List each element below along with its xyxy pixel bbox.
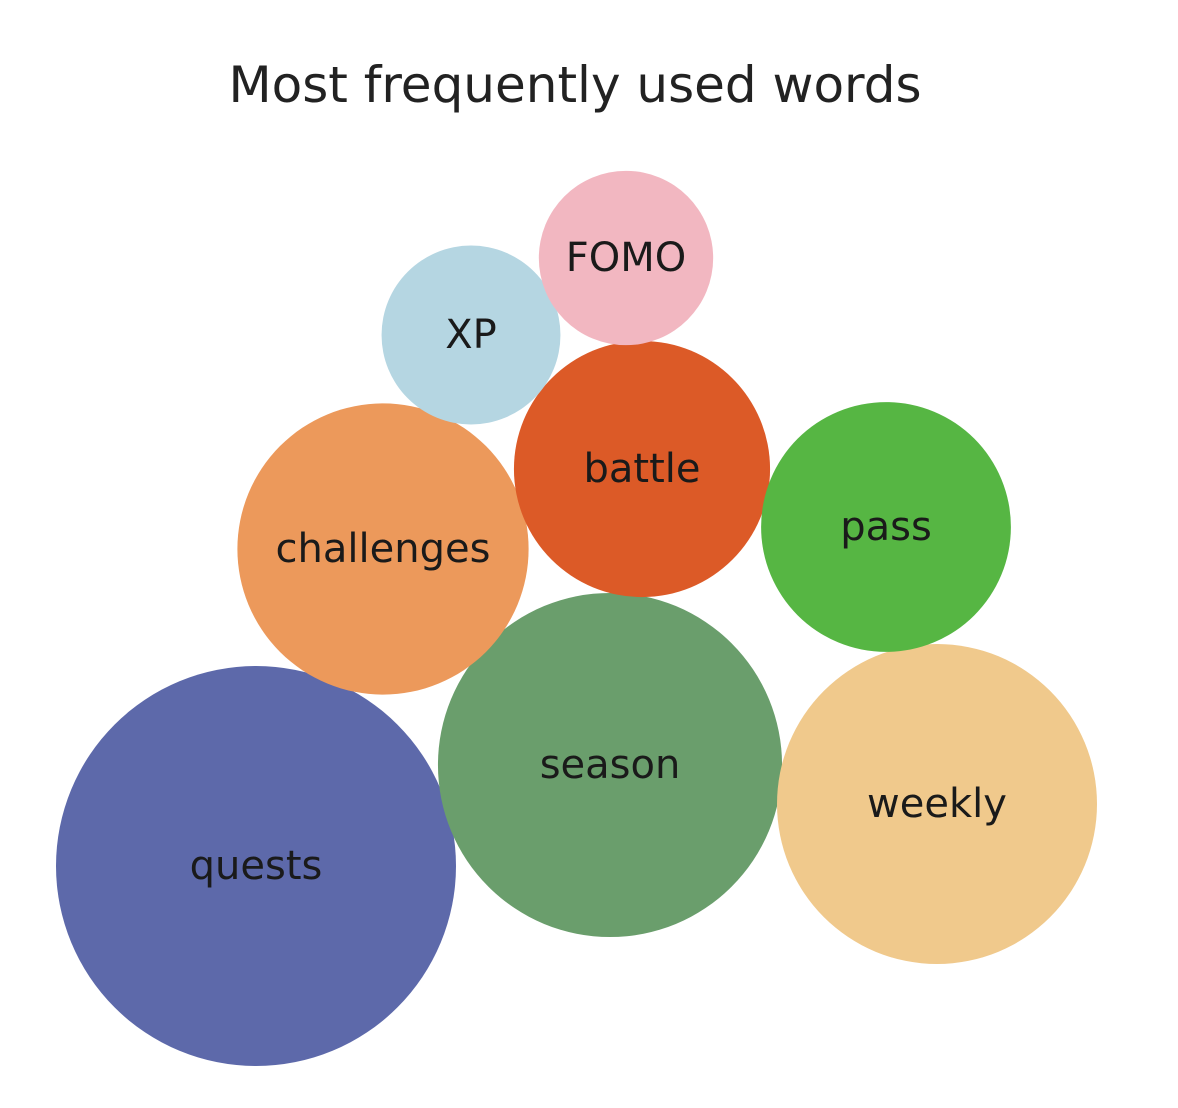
bubble-label-battle: battle (584, 446, 701, 492)
bubble-label-pass: pass (840, 504, 932, 550)
bubble-circle-weekly (777, 644, 1097, 964)
bubble-xp: XP (381, 245, 561, 425)
bubble-label-challenges: challenges (276, 526, 491, 572)
bubble-circle-pass (761, 402, 1011, 652)
chart-title: Most frequently used words (228, 56, 922, 114)
bubble-pass: pass (761, 402, 1011, 652)
bubble-challenges: challenges (237, 403, 529, 695)
bubble-label-weekly: weekly (867, 781, 1007, 827)
bubble-label-quests: quests (190, 843, 323, 889)
bubble-circle-challenges (237, 403, 529, 695)
bubble-label-xp: XP (445, 312, 497, 358)
bubble-quests: quests (56, 666, 456, 1066)
bubble-circle-season (437, 592, 783, 938)
bubble-weekly: weekly (777, 644, 1097, 964)
bubble-battle: battle (513, 340, 771, 598)
bubble-circle-quests (56, 666, 456, 1066)
bubble-label-fomo: FOMO (566, 235, 687, 281)
bubble-circle-fomo (538, 170, 714, 346)
bubble-circle-xp (381, 245, 561, 425)
bubble-fomo: FOMO (538, 170, 714, 346)
bubble-label-season: season (540, 742, 681, 788)
bubble-season: season (437, 592, 783, 938)
bubble-circle-battle (513, 340, 771, 598)
